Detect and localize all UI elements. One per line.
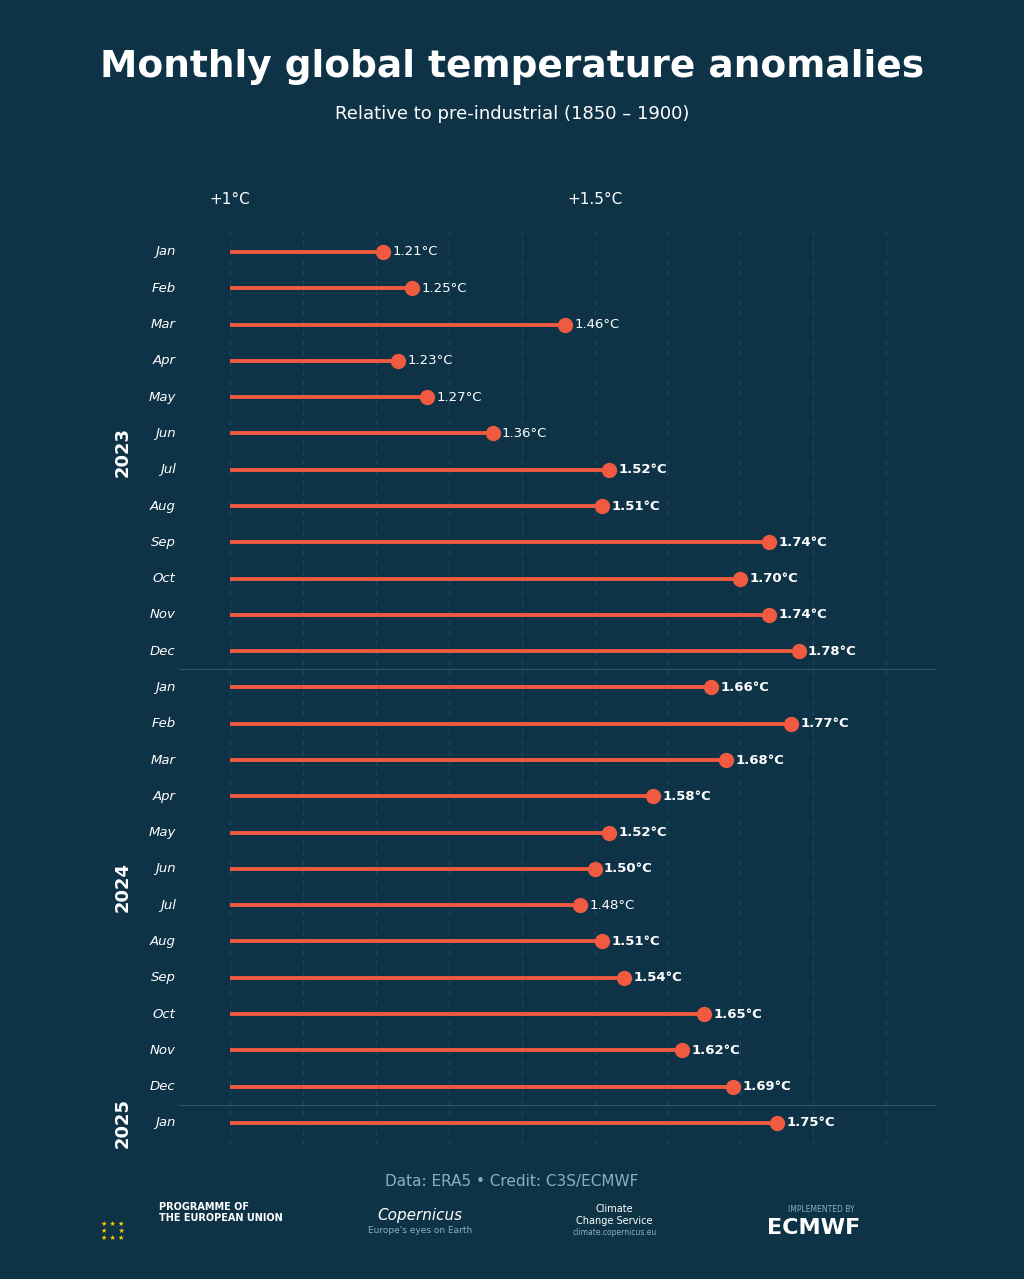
Text: Mar: Mar [151, 318, 175, 331]
Text: 1.51°C: 1.51°C [611, 935, 659, 948]
Text: Jul: Jul [160, 463, 175, 476]
Text: Aug: Aug [150, 500, 175, 513]
Text: 1.65°C: 1.65°C [714, 1008, 762, 1021]
Text: Jul: Jul [160, 899, 175, 912]
Text: 1.74°C: 1.74°C [779, 609, 827, 622]
Text: 2023: 2023 [114, 427, 131, 477]
Text: Jan: Jan [156, 1117, 175, 1129]
Text: Monthly global temperature anomalies: Monthly global temperature anomalies [100, 49, 924, 84]
Text: 1.66°C: 1.66°C [721, 680, 769, 694]
Text: Feb: Feb [152, 718, 175, 730]
Text: Jan: Jan [156, 246, 175, 258]
Text: 1.75°C: 1.75°C [786, 1117, 835, 1129]
Text: Climate
Change Service: Climate Change Service [577, 1205, 652, 1225]
Text: Sep: Sep [151, 971, 175, 985]
Text: Jun: Jun [155, 862, 175, 875]
Text: 1.52°C: 1.52°C [618, 463, 668, 476]
Text: Oct: Oct [153, 1008, 175, 1021]
Text: Feb: Feb [152, 281, 175, 294]
Text: ★ ★ ★
★     ★
★ ★ ★: ★ ★ ★ ★ ★ ★ ★ ★ [100, 1221, 125, 1241]
Text: Dec: Dec [150, 1081, 175, 1094]
Text: 1.78°C: 1.78°C [808, 645, 857, 657]
Text: Jun: Jun [155, 427, 175, 440]
Text: 1.74°C: 1.74°C [779, 536, 827, 549]
Text: May: May [148, 390, 175, 404]
Text: 1.54°C: 1.54°C [633, 971, 682, 985]
Text: +1.5°C: +1.5°C [567, 192, 623, 207]
Text: Data: ERA5 • Credit: C3S/ECMWF: Data: ERA5 • Credit: C3S/ECMWF [385, 1174, 639, 1189]
Text: Aug: Aug [150, 935, 175, 948]
Text: 1.58°C: 1.58°C [663, 790, 711, 803]
Text: 1.27°C: 1.27°C [436, 390, 482, 404]
Text: Oct: Oct [153, 572, 175, 585]
Text: 1.46°C: 1.46°C [574, 318, 621, 331]
Text: 1.23°C: 1.23°C [408, 354, 453, 367]
Text: 1.50°C: 1.50°C [604, 862, 652, 875]
Text: Copernicus: Copernicus [377, 1207, 463, 1223]
Text: 1.69°C: 1.69°C [742, 1081, 792, 1094]
Text: 1.70°C: 1.70°C [750, 572, 799, 585]
Text: +1°C: +1°C [210, 192, 251, 207]
Text: 2024: 2024 [114, 862, 131, 912]
Text: PROGRAMME OF
THE EUROPEAN UNION: PROGRAMME OF THE EUROPEAN UNION [159, 1202, 283, 1223]
Text: ECMWF: ECMWF [767, 1218, 861, 1238]
Text: climate.copernicus.eu: climate.copernicus.eu [572, 1228, 656, 1238]
Text: Apr: Apr [153, 790, 175, 803]
Text: 1.48°C: 1.48°C [590, 899, 635, 912]
Text: 1.62°C: 1.62°C [691, 1044, 740, 1056]
Text: Dec: Dec [150, 645, 175, 657]
Text: 1.36°C: 1.36°C [502, 427, 548, 440]
Text: 1.77°C: 1.77°C [801, 718, 849, 730]
Text: May: May [148, 826, 175, 839]
Text: 1.68°C: 1.68°C [735, 753, 784, 766]
Text: Relative to pre-industrial (1850 – 1900): Relative to pre-industrial (1850 – 1900) [335, 105, 689, 123]
Text: 2025: 2025 [114, 1097, 131, 1149]
Text: Mar: Mar [151, 753, 175, 766]
Text: Nov: Nov [150, 1044, 175, 1056]
Text: Apr: Apr [153, 354, 175, 367]
Text: 1.51°C: 1.51°C [611, 500, 659, 513]
Text: 1.21°C: 1.21°C [392, 246, 438, 258]
Text: Europe's eyes on Earth: Europe's eyes on Earth [368, 1225, 472, 1236]
Text: Jan: Jan [156, 680, 175, 694]
Text: Sep: Sep [151, 536, 175, 549]
Text: 1.25°C: 1.25°C [422, 281, 467, 294]
Text: Nov: Nov [150, 609, 175, 622]
Text: IMPLEMENTED BY: IMPLEMENTED BY [788, 1205, 855, 1215]
Text: 1.52°C: 1.52°C [618, 826, 668, 839]
